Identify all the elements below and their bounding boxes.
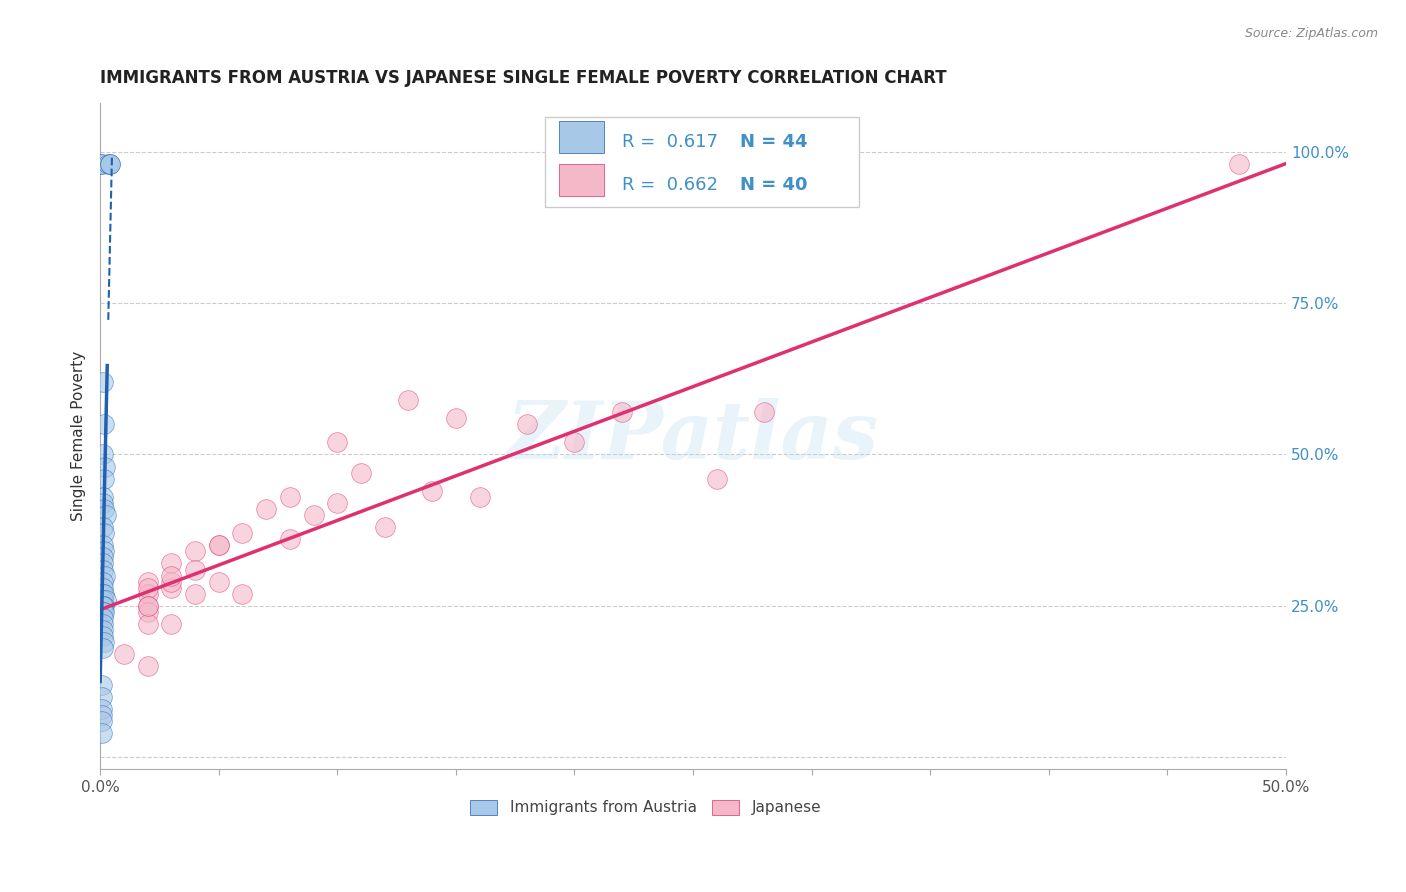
Point <box>160 568 183 582</box>
Point <box>184 587 207 601</box>
Point <box>444 411 467 425</box>
Text: N = 40: N = 40 <box>741 176 808 194</box>
Point <box>98 157 121 171</box>
Point <box>91 605 114 619</box>
Point <box>326 435 349 450</box>
Point <box>160 617 183 632</box>
Point <box>91 490 114 504</box>
Point <box>91 496 114 510</box>
Point <box>136 659 159 673</box>
Point <box>90 157 112 171</box>
Point <box>94 508 117 522</box>
Point <box>208 538 231 552</box>
Point <box>91 623 114 637</box>
Point <box>94 592 117 607</box>
Point <box>93 544 115 558</box>
Point <box>160 574 183 589</box>
Point <box>350 466 373 480</box>
Point <box>93 526 115 541</box>
Text: ZIPatlas: ZIPatlas <box>508 398 879 475</box>
Point <box>160 581 183 595</box>
Point <box>93 635 115 649</box>
Point <box>160 557 183 571</box>
Y-axis label: Single Female Poverty: Single Female Poverty <box>72 351 86 522</box>
Point <box>231 587 253 601</box>
Point <box>91 562 114 576</box>
Point <box>94 568 117 582</box>
Point <box>91 538 114 552</box>
Point <box>91 550 114 565</box>
Point <box>278 490 301 504</box>
Text: Source: ZipAtlas.com: Source: ZipAtlas.com <box>1244 27 1378 40</box>
Point <box>374 520 396 534</box>
Point <box>91 690 114 704</box>
Point <box>610 405 633 419</box>
Point <box>91 557 114 571</box>
Point <box>97 157 120 171</box>
Point <box>398 392 420 407</box>
Point <box>468 490 491 504</box>
Point <box>91 574 114 589</box>
Point <box>90 714 112 728</box>
Point <box>420 483 443 498</box>
Legend: Immigrants from Austria, Japanese: Immigrants from Austria, Japanese <box>464 793 827 822</box>
Text: R =  0.617: R = 0.617 <box>621 133 718 151</box>
Point <box>208 538 231 552</box>
Point <box>93 472 115 486</box>
Point <box>91 641 114 656</box>
Point <box>91 629 114 643</box>
Point <box>254 502 277 516</box>
Point <box>90 726 112 740</box>
Point <box>136 599 159 613</box>
Point <box>278 533 301 547</box>
Point <box>516 417 538 432</box>
Point <box>98 157 121 171</box>
Point <box>754 405 776 419</box>
Point <box>91 592 114 607</box>
Point <box>91 581 114 595</box>
Point <box>93 599 115 613</box>
Point <box>91 702 114 716</box>
Point <box>136 605 159 619</box>
Text: R =  0.662: R = 0.662 <box>621 176 718 194</box>
Text: IMMIGRANTS FROM AUSTRIA VS JAPANESE SINGLE FEMALE POVERTY CORRELATION CHART: IMMIGRANTS FROM AUSTRIA VS JAPANESE SING… <box>100 69 946 87</box>
Text: N = 44: N = 44 <box>741 133 808 151</box>
Point <box>91 677 114 691</box>
Point <box>184 544 207 558</box>
Bar <box>560 120 605 153</box>
Point <box>112 647 135 661</box>
Point <box>136 599 159 613</box>
Point <box>91 707 114 722</box>
Point <box>93 587 115 601</box>
Point <box>136 574 159 589</box>
Point <box>231 526 253 541</box>
Point <box>208 574 231 589</box>
Point <box>1227 157 1250 171</box>
Point <box>136 617 159 632</box>
Point <box>302 508 325 522</box>
Point <box>94 459 117 474</box>
Point <box>91 587 114 601</box>
Point <box>91 611 114 625</box>
Point <box>93 417 115 432</box>
Bar <box>560 164 605 195</box>
Point <box>91 157 114 171</box>
Point <box>564 435 586 450</box>
Point <box>91 520 114 534</box>
Point <box>136 581 159 595</box>
Point <box>326 496 349 510</box>
Point <box>184 562 207 576</box>
Point <box>91 599 114 613</box>
Point <box>93 502 115 516</box>
Point <box>91 617 114 632</box>
Point <box>91 448 114 462</box>
Point <box>93 605 115 619</box>
Point <box>136 587 159 601</box>
Point <box>706 472 728 486</box>
Point <box>91 375 114 389</box>
FancyBboxPatch shape <box>544 117 859 207</box>
